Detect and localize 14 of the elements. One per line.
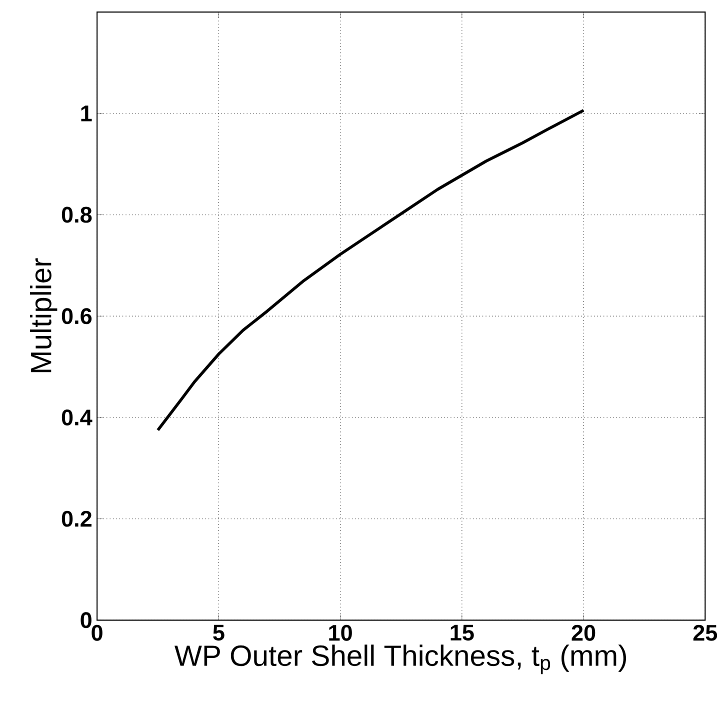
y-axis-title: Multiplier (30, 258, 58, 372)
y-tick-label: 0.8 (62, 206, 92, 223)
x-tick-label: 20 (572, 624, 596, 641)
y-tick-label: 0.2 (62, 510, 92, 527)
y-tick-label: 0 (80, 612, 92, 628)
x-axis-title: WP Outer Shell Thickness, t$_{p}$ (mm) (174, 644, 626, 674)
x-tick-label: 10 (329, 624, 352, 641)
x-tick-label: 0 (92, 624, 102, 641)
y-tick-label: 1 (81, 106, 92, 122)
x-tick-label: 15 (450, 624, 474, 641)
x-tick-label: 5 (213, 624, 224, 641)
y-tick-label: 0.4 (62, 409, 92, 426)
x-tick-label: 25 (693, 624, 718, 641)
y-tick-label: 0.6 (62, 308, 92, 324)
